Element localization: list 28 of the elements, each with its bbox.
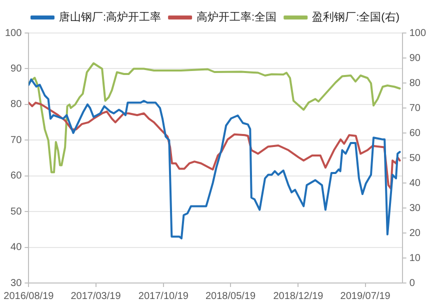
x-tick-label: 2017/10/19 <box>138 290 189 302</box>
legend-label: 唐山钢厂:高炉开工率 <box>59 10 162 24</box>
y2-tick-label: 60 <box>409 128 421 139</box>
y2-tick-label: 50 <box>409 152 421 164</box>
y2-tick-label: 40 <box>409 178 421 189</box>
x-tick-label: 2016/08/19 <box>4 290 54 302</box>
x-tick-label: 2018/05/19 <box>205 290 256 302</box>
y-tick-label: 70 <box>10 134 22 146</box>
y-tick-label: 90 <box>10 63 22 74</box>
x-tick-label: 2017/03/19 <box>70 290 122 302</box>
x-tick-label: 2019/07/19 <box>340 290 391 302</box>
legend-label: 高炉开工率:全国 <box>196 10 277 24</box>
y2-tick-label: 20 <box>409 228 421 239</box>
y2-tick-label: 0 <box>409 278 416 289</box>
y-tick-label: 50 <box>10 206 22 218</box>
legend-label: 盈利钢厂:全国(右) <box>312 10 400 24</box>
y-tick-label: 60 <box>10 170 22 182</box>
x-tick-label: 2018/12/19 <box>273 290 324 302</box>
y-tick-label: 40 <box>10 242 22 254</box>
y2-tick-label: 80 <box>409 78 421 89</box>
y2-tick-label: 100 <box>409 28 426 39</box>
y-tick-label: 30 <box>10 278 22 289</box>
y2-tick-label: 10 <box>409 252 421 264</box>
y-tick-label: 80 <box>10 99 22 110</box>
y2-tick-label: 70 <box>409 102 421 114</box>
y2-tick-label: 30 <box>409 202 421 214</box>
y-tick-label: 100 <box>4 28 22 39</box>
y2-tick-label: 90 <box>409 52 421 64</box>
